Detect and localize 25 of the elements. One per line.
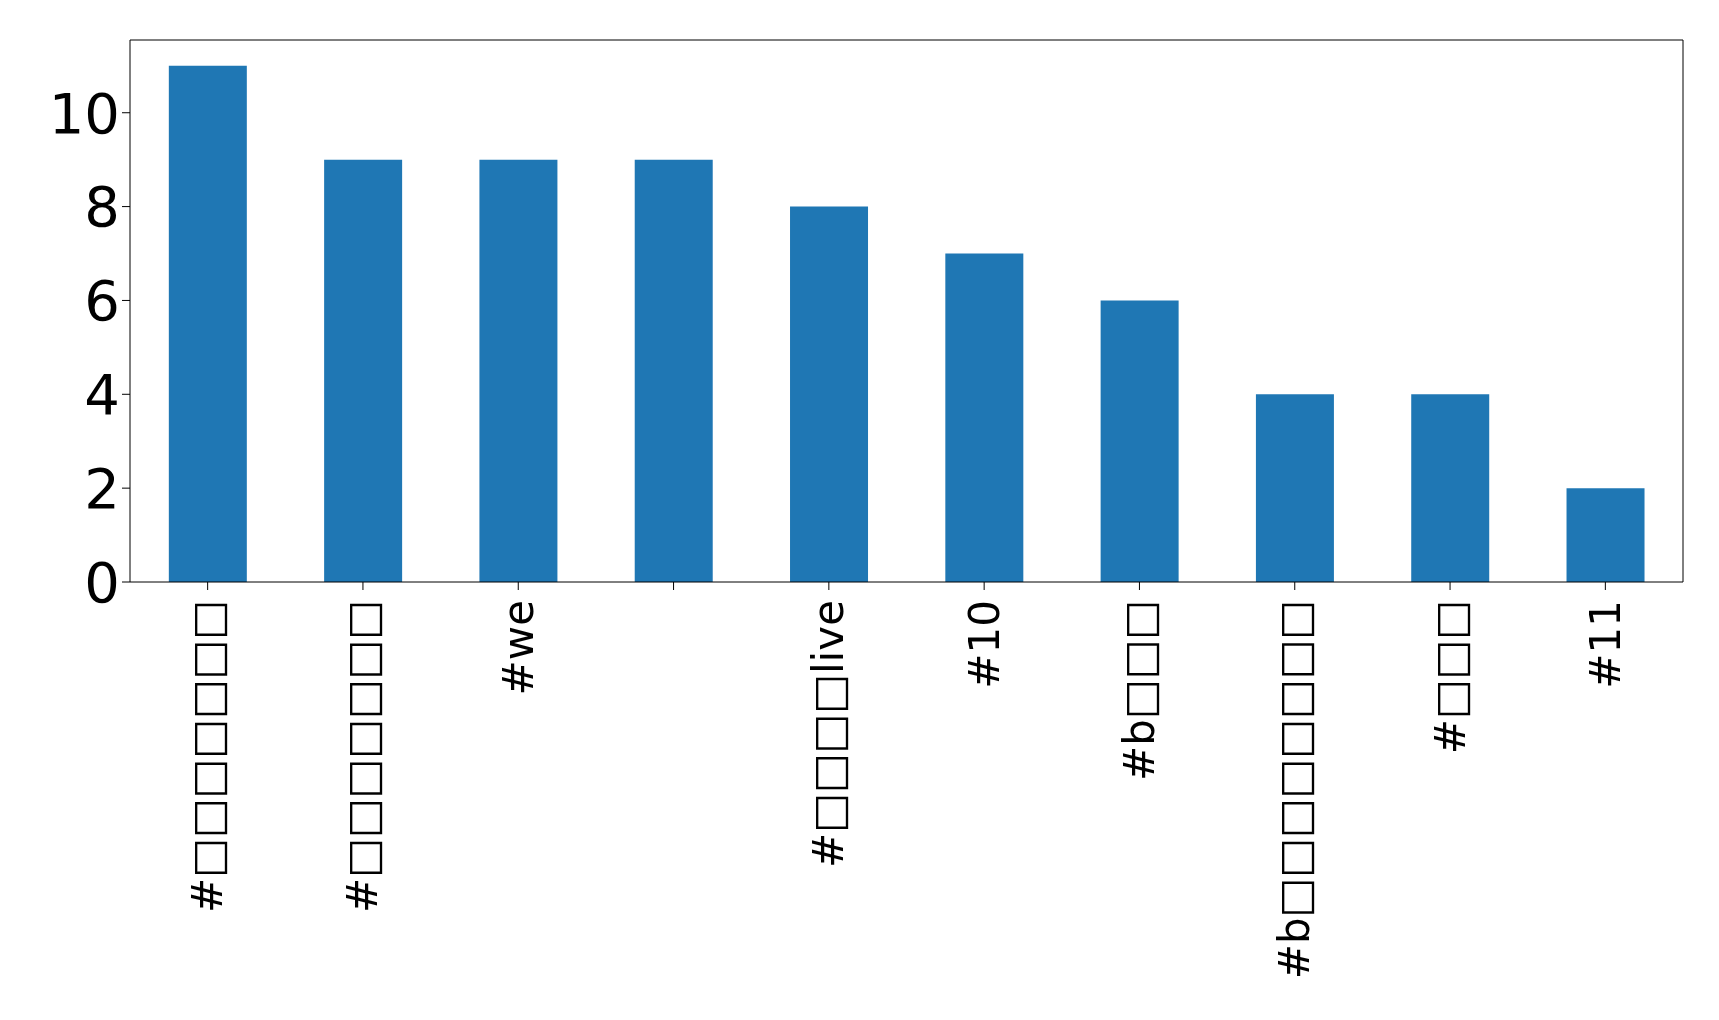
x-tick-label: #b□□□: [1114, 600, 1164, 781]
x-tick-label: #□□□: [1425, 600, 1475, 755]
bar: [324, 159, 403, 582]
bar: [945, 253, 1024, 582]
x-tick-label: #□□□□live: [804, 600, 854, 868]
x-tick-label: #□□□□□□□: [183, 600, 233, 913]
y-tick-label: 6: [84, 268, 120, 334]
y-tick-label: 2: [84, 456, 120, 522]
y-tick-label: 0: [84, 549, 120, 615]
bar: [1100, 300, 1179, 582]
y-tick-label: 8: [84, 174, 120, 240]
y-tick-label: 10: [48, 80, 120, 146]
bar: [168, 65, 247, 582]
x-tick-label: #we: [493, 600, 543, 696]
bar: [1566, 488, 1645, 582]
x-tick-label: #□□□□□□□: [338, 600, 388, 913]
x-tick-label: #b□□□□□□□□: [1270, 600, 1320, 980]
bar: [479, 159, 558, 582]
bar: [790, 206, 869, 582]
x-tick-label: #11: [1580, 600, 1630, 689]
bar: [1411, 394, 1490, 582]
x-tick-label: #10: [959, 600, 1009, 689]
y-tick-label: 4: [84, 362, 120, 428]
bar: [1255, 394, 1334, 582]
bar: [634, 159, 713, 582]
